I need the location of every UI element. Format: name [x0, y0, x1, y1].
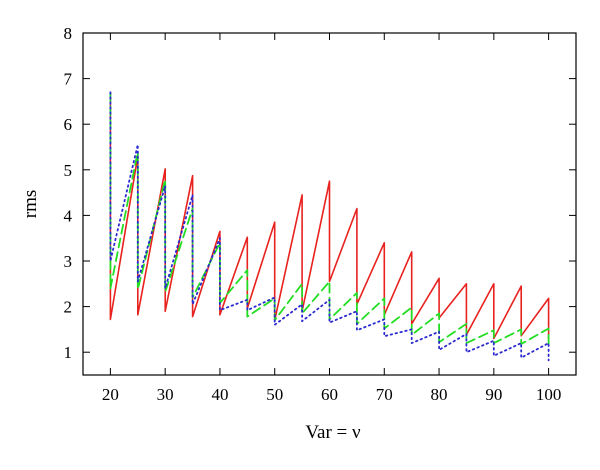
series-line-solid [109, 91, 550, 340]
y-tick-label: 7 [64, 70, 73, 89]
y-tick-label: 6 [64, 115, 73, 134]
y-tick-label: 1 [64, 343, 73, 362]
x-tick-label: 50 [266, 385, 283, 404]
x-tick-label: 90 [485, 385, 502, 404]
x-axis-ticks: 20 30 40 50 60 70 80 90 100 [102, 33, 561, 404]
x-axis-label: Var = ν [305, 422, 361, 443]
x-tick-label: 40 [211, 385, 228, 404]
y-tick-label: 2 [64, 298, 73, 317]
series-layer [109, 91, 550, 362]
x-tick-label: 30 [157, 385, 174, 404]
y-axis-label: rms [20, 190, 41, 219]
x-tick-label: 20 [102, 385, 119, 404]
x-tick-label: 60 [321, 385, 338, 404]
y-tick-label: 3 [64, 252, 73, 271]
x-tick-label: 80 [431, 385, 448, 404]
x-tick-label: 100 [536, 385, 562, 404]
x-tick-label: 70 [376, 385, 393, 404]
y-tick-label: 5 [64, 161, 73, 180]
y-tick-label: 4 [64, 206, 73, 225]
series-line-dotted [109, 91, 550, 362]
y-axis-ticks: 1 2 3 4 5 6 7 8 [64, 24, 576, 362]
y-tick-label: 8 [64, 24, 73, 43]
